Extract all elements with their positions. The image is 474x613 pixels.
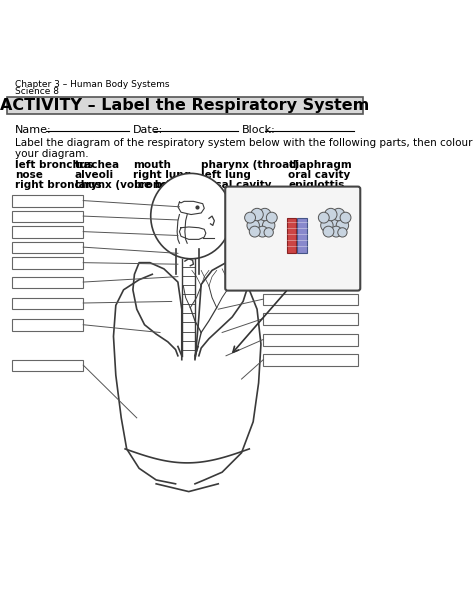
Circle shape <box>263 219 275 232</box>
Text: oral cavity: oral cavity <box>288 170 350 180</box>
Bar <box>12 195 83 207</box>
Bar <box>263 354 358 366</box>
Circle shape <box>247 219 259 232</box>
Circle shape <box>266 212 277 223</box>
Circle shape <box>251 208 263 221</box>
Bar <box>12 360 83 371</box>
Bar <box>12 226 83 238</box>
Text: Date:: Date: <box>133 124 163 134</box>
Circle shape <box>323 226 334 237</box>
Text: Name:: Name: <box>15 124 52 134</box>
Text: diaphragm: diaphragm <box>288 160 352 170</box>
Bar <box>12 276 83 288</box>
Bar <box>263 313 358 325</box>
Circle shape <box>259 208 271 221</box>
Text: larynx (voice box): larynx (voice box) <box>75 180 181 191</box>
Bar <box>12 297 83 309</box>
Text: right bronchus: right bronchus <box>15 180 101 191</box>
Text: bronchiole: bronchiole <box>133 180 195 191</box>
Bar <box>12 211 83 223</box>
Circle shape <box>332 208 345 221</box>
Bar <box>263 294 358 305</box>
Circle shape <box>325 208 337 221</box>
Circle shape <box>340 212 351 223</box>
Text: pharynx (throat): pharynx (throat) <box>201 160 299 170</box>
Bar <box>287 218 296 253</box>
Circle shape <box>254 215 268 229</box>
Text: right lung: right lung <box>133 170 191 180</box>
Circle shape <box>331 226 342 237</box>
Circle shape <box>249 226 260 237</box>
Circle shape <box>328 215 342 229</box>
Text: Label the diagram of the respiratory system below with the following parts, then: Label the diagram of the respiratory sys… <box>15 139 473 148</box>
Text: mouth: mouth <box>133 160 171 170</box>
Bar <box>12 257 83 269</box>
Circle shape <box>319 212 329 223</box>
Bar <box>7 97 363 113</box>
Bar <box>12 242 83 253</box>
Text: Science 8: Science 8 <box>15 87 59 96</box>
Circle shape <box>257 226 268 237</box>
Text: left bronchus: left bronchus <box>15 160 93 170</box>
Text: alveoli: alveoli <box>75 170 114 180</box>
Text: left lung: left lung <box>201 170 251 180</box>
Text: Block:: Block: <box>242 124 275 134</box>
Text: Chapter 3 – Human Body Systems: Chapter 3 – Human Body Systems <box>15 80 169 88</box>
Circle shape <box>338 227 347 237</box>
Text: nose: nose <box>15 170 43 180</box>
Circle shape <box>336 219 349 232</box>
Text: your diagram.: your diagram. <box>15 148 89 159</box>
Circle shape <box>245 212 255 223</box>
Text: trachea: trachea <box>75 160 120 170</box>
Text: nasal cavity: nasal cavity <box>201 180 272 191</box>
Circle shape <box>321 219 333 232</box>
Text: epiglottis: epiglottis <box>288 180 345 191</box>
Circle shape <box>264 227 273 237</box>
Bar <box>297 218 307 253</box>
Ellipse shape <box>151 173 231 259</box>
Text: ACTIVITY – Label the Respiratory System: ACTIVITY – Label the Respiratory System <box>0 97 370 113</box>
FancyBboxPatch shape <box>225 186 360 291</box>
Bar <box>12 319 83 331</box>
Bar <box>263 334 358 346</box>
